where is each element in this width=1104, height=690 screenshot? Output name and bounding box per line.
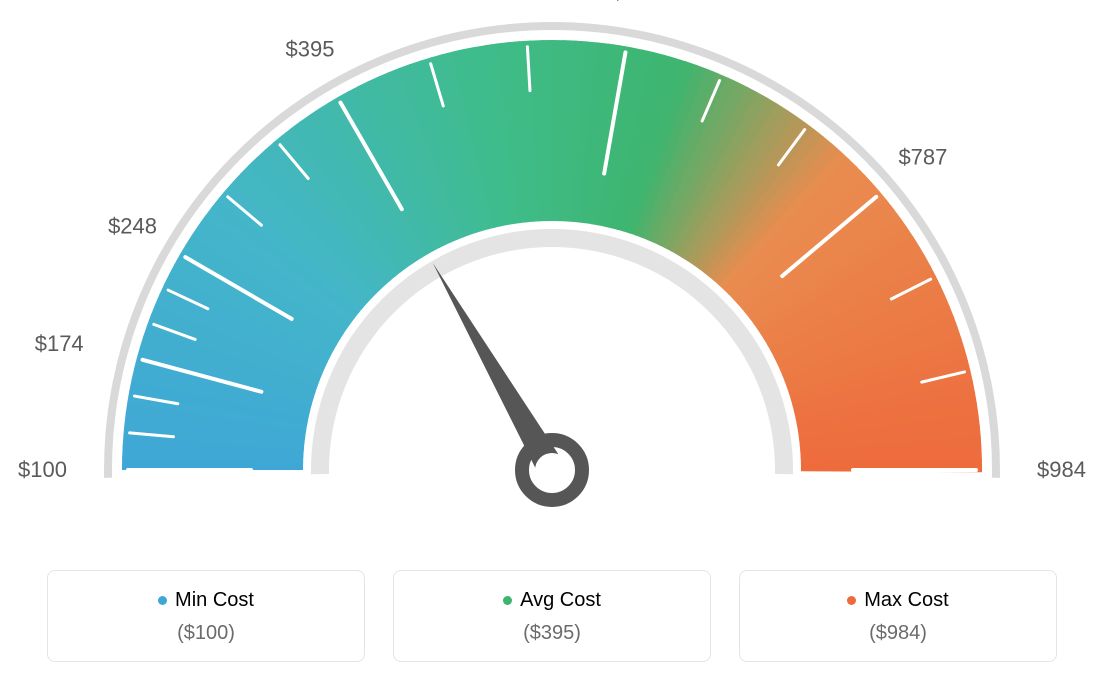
tick-label: $248 (108, 214, 157, 239)
legend-card-min: Min Cost ($100) (47, 570, 365, 662)
legend-label-min: Min Cost (175, 589, 254, 612)
cost-gauge-chart: $100 $174 $248 $395 $591 $787 $984 (0, 0, 1104, 560)
legend-card-avg: Avg Cost ($395) (393, 570, 711, 662)
legend-row: Min Cost ($100) Avg Cost ($395) Max Cost… (47, 570, 1057, 662)
tick-label: $591 (612, 0, 661, 4)
needle-hub-inner (535, 453, 569, 487)
tick-label: $787 (898, 145, 947, 170)
tick-label: $174 (35, 331, 84, 356)
legend-value-max: ($984) (750, 622, 1046, 645)
tick-label: $100 (18, 457, 67, 482)
tick-label: $395 (286, 37, 335, 62)
legend-dot-avg (503, 596, 512, 605)
tick-label: $984 (1037, 457, 1086, 482)
legend-dot-max (847, 596, 856, 605)
legend-value-avg: ($395) (404, 622, 700, 645)
legend-label-max: Max Cost (864, 589, 948, 612)
gauge-arc (122, 40, 982, 472)
legend-dot-min (158, 596, 167, 605)
legend-value-min: ($100) (58, 622, 354, 645)
legend-label-avg: Avg Cost (520, 589, 601, 612)
legend-card-max: Max Cost ($984) (739, 570, 1057, 662)
